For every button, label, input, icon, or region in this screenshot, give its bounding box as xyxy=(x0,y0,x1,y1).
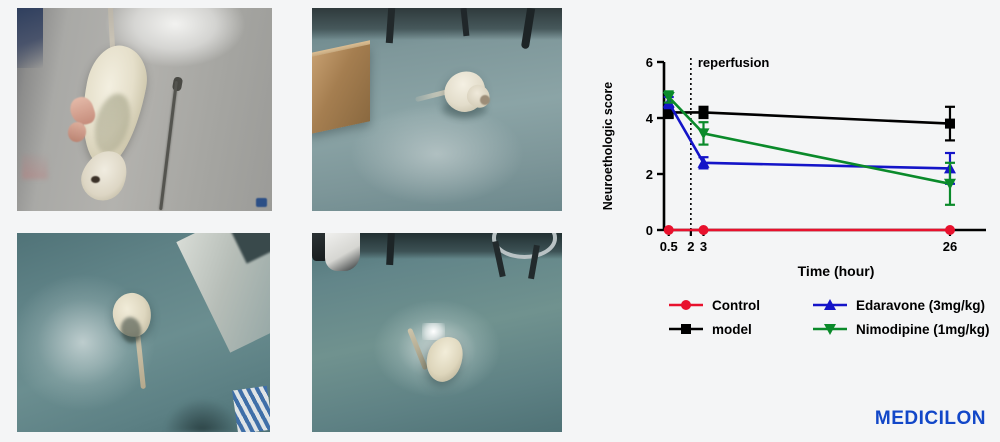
chart-legend: Control Edaravone (3mg/kg) model Nimodipine… xyxy=(669,298,990,337)
reperfusion-label: reperfusion xyxy=(698,55,770,70)
marker-triangle-down xyxy=(697,128,710,140)
photo-scene xyxy=(17,233,270,432)
y-tick-label: 2 xyxy=(646,167,653,182)
marker-circle xyxy=(681,300,691,310)
marker-triangle-up xyxy=(697,156,710,168)
medicilon-logo: MEDICILON xyxy=(874,408,986,429)
photo-rat-on-floor-reflection xyxy=(17,233,270,432)
background-band xyxy=(312,8,562,41)
legend-label: model xyxy=(712,322,752,337)
y-tick-label: 0 xyxy=(646,223,653,238)
marker-square xyxy=(681,324,691,334)
photo-rat-on-floor-box xyxy=(312,8,562,211)
y-axis-title: Neuroethologic score xyxy=(601,82,615,211)
legend-label: Control xyxy=(712,298,760,313)
y-tick-label: 6 xyxy=(646,55,653,70)
marker-circle xyxy=(663,225,674,235)
marker-circle xyxy=(944,225,955,235)
striped-mat xyxy=(231,385,270,432)
series-line xyxy=(668,111,951,125)
series-control xyxy=(663,225,955,235)
wall-corner-shadow xyxy=(17,8,43,68)
series-line xyxy=(667,96,951,186)
shoe-white xyxy=(324,233,360,271)
x-tick-label: 26 xyxy=(943,239,957,254)
wall-streak xyxy=(22,154,48,179)
marker-square xyxy=(698,107,709,118)
furniture-leg xyxy=(386,233,395,265)
marker-circle xyxy=(698,225,709,235)
photo-rat-spotlight xyxy=(312,233,562,432)
marker-triangle-up xyxy=(824,299,836,310)
series-nimodipine-1mg-kg- xyxy=(662,90,956,206)
neuroethologic-score-chart: 0 2 4 6 Neuroethologic score 0.5 2 3 26 Time (hou… xyxy=(592,40,996,340)
background-object xyxy=(255,197,267,207)
legend-label: Nimodipine (1mg/kg) xyxy=(856,322,990,337)
x-tick-label: 2 xyxy=(687,239,694,254)
marker-triangle-down xyxy=(943,178,956,190)
photo-scene xyxy=(312,233,562,432)
suspension-cord xyxy=(159,80,179,211)
photo-scene xyxy=(17,8,272,211)
x-tick-label: 3 xyxy=(700,239,707,254)
legend-label: Edaravone (3mg/kg) xyxy=(856,298,985,313)
photo-scene xyxy=(312,8,562,211)
y-tick-label: 4 xyxy=(646,111,654,126)
x-tick-label: 0.5 xyxy=(660,239,678,254)
marker-triangle-down xyxy=(824,324,836,335)
floor-wet-patch xyxy=(163,398,240,432)
light-spot xyxy=(422,322,445,341)
cardboard-box xyxy=(312,43,370,135)
marker-square xyxy=(944,118,955,129)
rat-eye xyxy=(90,176,100,184)
marker-square xyxy=(663,107,674,118)
x-axis-title: Time (hour) xyxy=(798,263,875,279)
rat-head xyxy=(75,143,135,208)
photo-tail-suspension xyxy=(17,8,272,211)
marker-triangle-down xyxy=(662,92,675,103)
rat-snout xyxy=(479,95,490,106)
